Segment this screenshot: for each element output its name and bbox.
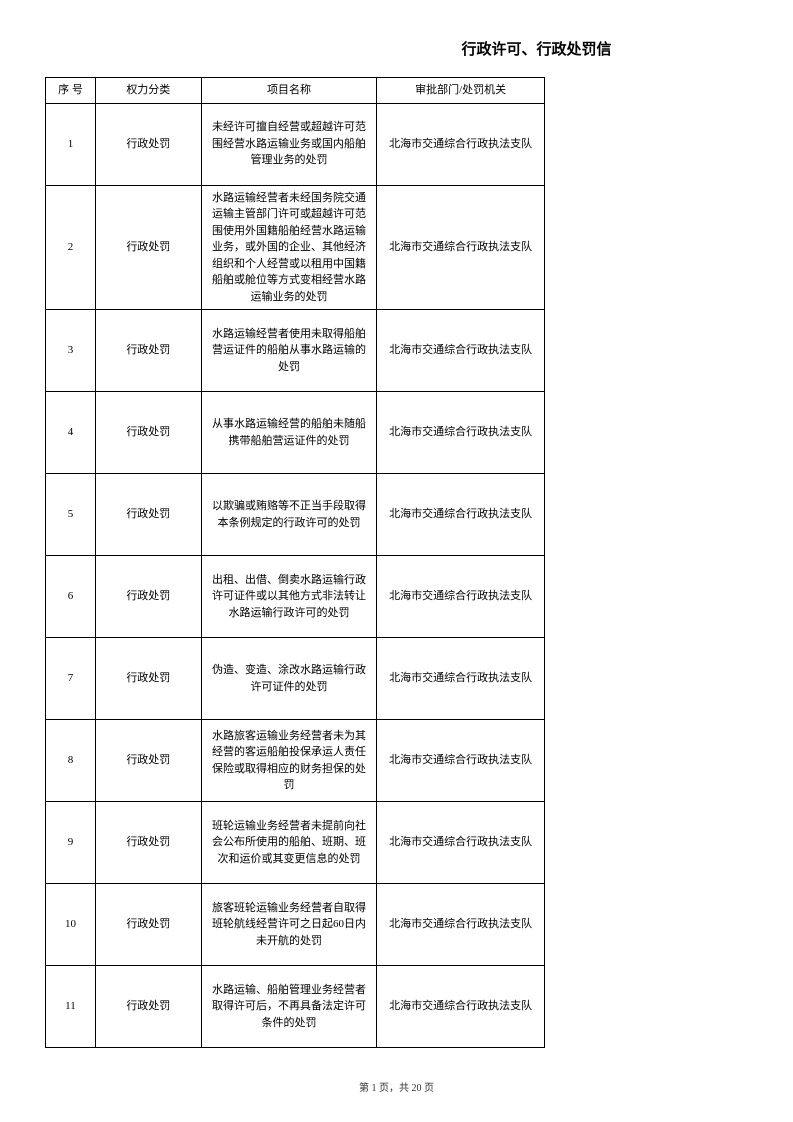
cell-seq: 2 bbox=[46, 185, 96, 310]
cell-dept: 北海市交通综合行政执法支队 bbox=[377, 392, 545, 474]
page-title: 行政许可、行政处罚信 bbox=[0, 0, 793, 69]
table-row: 4行政处罚从事水路运输经营的船舶未随船携带船舶营运证件的处罚北海市交通综合行政执… bbox=[46, 392, 545, 474]
cell-project: 水路旅客运输业务经营者未为其经营的客运船舶投保承运人责任保险或取得相应的财务担保… bbox=[201, 720, 377, 802]
table-header-row: 序 号 权力分类 项目名称 审批部门/处罚机关 bbox=[46, 78, 545, 104]
cell-category: 行政处罚 bbox=[95, 802, 201, 884]
cell-category: 行政处罚 bbox=[95, 392, 201, 474]
header-seq: 序 号 bbox=[46, 78, 96, 104]
cell-seq: 8 bbox=[46, 720, 96, 802]
cell-category: 行政处罚 bbox=[95, 474, 201, 556]
cell-dept: 北海市交通综合行政执法支队 bbox=[377, 310, 545, 392]
header-category: 权力分类 bbox=[95, 78, 201, 104]
cell-project: 从事水路运输经营的船舶未随船携带船舶营运证件的处罚 bbox=[201, 392, 377, 474]
table-row: 11行政处罚水路运输、船舶管理业务经营者取得许可后，不再具备法定许可条件的处罚北… bbox=[46, 966, 545, 1048]
cell-dept: 北海市交通综合行政执法支队 bbox=[377, 720, 545, 802]
table-row: 8行政处罚水路旅客运输业务经营者未为其经营的客运船舶投保承运人责任保险或取得相应… bbox=[46, 720, 545, 802]
table-row: 3行政处罚水路运输经营者使用未取得船舶营运证件的船舶从事水路运输的处罚北海市交通… bbox=[46, 310, 545, 392]
cell-seq: 1 bbox=[46, 103, 96, 185]
header-project: 项目名称 bbox=[201, 78, 377, 104]
table-row: 6行政处罚出租、出借、倒卖水路运输行政许可证件或以其他方式非法转让水路运输行政许… bbox=[46, 556, 545, 638]
table-row: 9行政处罚班轮运输业务经营者未提前向社会公布所使用的船舶、班期、班次和运价或其变… bbox=[46, 802, 545, 884]
cell-category: 行政处罚 bbox=[95, 310, 201, 392]
cell-seq: 4 bbox=[46, 392, 96, 474]
cell-dept: 北海市交通综合行政执法支队 bbox=[377, 802, 545, 884]
table-container: 序 号 权力分类 项目名称 审批部门/处罚机关 1行政处罚未经许可擅自经营或超越… bbox=[45, 77, 793, 1048]
cell-seq: 3 bbox=[46, 310, 96, 392]
table-row: 1行政处罚未经许可擅自经营或超越许可范围经营水路运输业务或国内船舶管理业务的处罚… bbox=[46, 103, 545, 185]
cell-dept: 北海市交通综合行政执法支队 bbox=[377, 638, 545, 720]
table-row: 7行政处罚伪造、变造、涂改水路运输行政许可证件的处罚北海市交通综合行政执法支队 bbox=[46, 638, 545, 720]
table-row: 2行政处罚水路运输经营者未经国务院交通运输主管部门许可或超越许可范围使用外国籍船… bbox=[46, 185, 545, 310]
cell-dept: 北海市交通综合行政执法支队 bbox=[377, 474, 545, 556]
cell-project: 出租、出借、倒卖水路运输行政许可证件或以其他方式非法转让水路运输行政许可的处罚 bbox=[201, 556, 377, 638]
cell-dept: 北海市交通综合行政执法支队 bbox=[377, 185, 545, 310]
cell-project: 班轮运输业务经营者未提前向社会公布所使用的船舶、班期、班次和运价或其变更信息的处… bbox=[201, 802, 377, 884]
cell-category: 行政处罚 bbox=[95, 185, 201, 310]
cell-category: 行政处罚 bbox=[95, 103, 201, 185]
cell-project: 水路运输经营者未经国务院交通运输主管部门许可或超越许可范围使用外国籍船舶经营水路… bbox=[201, 185, 377, 310]
cell-seq: 10 bbox=[46, 884, 96, 966]
cell-dept: 北海市交通综合行政执法支队 bbox=[377, 966, 545, 1048]
data-table: 序 号 权力分类 项目名称 审批部门/处罚机关 1行政处罚未经许可擅自经营或超越… bbox=[45, 77, 545, 1048]
cell-seq: 5 bbox=[46, 474, 96, 556]
cell-dept: 北海市交通综合行政执法支队 bbox=[377, 556, 545, 638]
cell-seq: 7 bbox=[46, 638, 96, 720]
cell-project: 旅客班轮运输业务经营者自取得班轮航线经营许可之日起60日内未开航的处罚 bbox=[201, 884, 377, 966]
page-footer: 第 1 页，共 20 页 bbox=[0, 1079, 793, 1094]
table-row: 5行政处罚以欺骗或贿赂等不正当手段取得本条例规定的行政许可的处罚北海市交通综合行… bbox=[46, 474, 545, 556]
cell-seq: 11 bbox=[46, 966, 96, 1048]
cell-project: 水路运输经营者使用未取得船舶营运证件的船舶从事水路运输的处罚 bbox=[201, 310, 377, 392]
table-row: 10行政处罚旅客班轮运输业务经营者自取得班轮航线经营许可之日起60日内未开航的处… bbox=[46, 884, 545, 966]
cell-project: 未经许可擅自经营或超越许可范围经营水路运输业务或国内船舶管理业务的处罚 bbox=[201, 103, 377, 185]
cell-project: 以欺骗或贿赂等不正当手段取得本条例规定的行政许可的处罚 bbox=[201, 474, 377, 556]
cell-category: 行政处罚 bbox=[95, 966, 201, 1048]
cell-project: 伪造、变造、涂改水路运输行政许可证件的处罚 bbox=[201, 638, 377, 720]
header-dept: 审批部门/处罚机关 bbox=[377, 78, 545, 104]
cell-category: 行政处罚 bbox=[95, 556, 201, 638]
cell-category: 行政处罚 bbox=[95, 720, 201, 802]
cell-seq: 6 bbox=[46, 556, 96, 638]
cell-project: 水路运输、船舶管理业务经营者取得许可后，不再具备法定许可条件的处罚 bbox=[201, 966, 377, 1048]
cell-dept: 北海市交通综合行政执法支队 bbox=[377, 884, 545, 966]
cell-seq: 9 bbox=[46, 802, 96, 884]
cell-category: 行政处罚 bbox=[95, 884, 201, 966]
cell-category: 行政处罚 bbox=[95, 638, 201, 720]
cell-dept: 北海市交通综合行政执法支队 bbox=[377, 103, 545, 185]
